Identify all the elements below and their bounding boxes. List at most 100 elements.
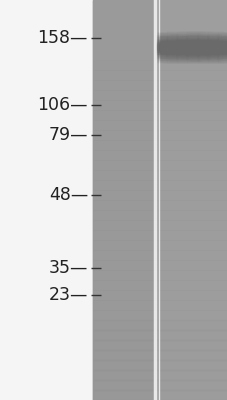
Bar	[187, 60, 188, 61]
Bar	[210, 53, 211, 54]
Bar	[159, 39, 160, 40]
Bar	[191, 36, 192, 37]
Bar	[203, 42, 204, 43]
Bar	[172, 39, 173, 40]
Bar	[189, 47, 190, 48]
Bar	[159, 59, 160, 60]
Bar	[181, 49, 182, 50]
Bar	[213, 49, 214, 50]
Bar	[206, 40, 207, 41]
Bar	[225, 55, 226, 56]
Bar	[186, 43, 187, 44]
Bar	[189, 35, 190, 36]
Bar	[186, 46, 187, 47]
Bar	[217, 47, 218, 48]
Bar	[177, 34, 178, 35]
Bar	[175, 48, 176, 49]
Bar	[161, 61, 162, 62]
Bar	[199, 45, 200, 46]
Bar	[180, 32, 181, 33]
Bar	[220, 41, 221, 42]
Bar	[176, 58, 177, 59]
Bar	[167, 33, 168, 34]
Bar	[199, 37, 200, 38]
Bar	[182, 45, 183, 46]
Bar	[212, 53, 213, 54]
Bar	[197, 49, 198, 50]
Bar	[195, 56, 196, 57]
Bar	[196, 42, 197, 43]
Bar	[211, 38, 212, 39]
Bar	[216, 57, 217, 58]
Bar	[216, 53, 217, 54]
Bar	[159, 42, 160, 43]
Bar	[226, 51, 227, 52]
Bar	[177, 50, 178, 51]
Bar	[190, 53, 191, 54]
Bar	[202, 59, 203, 60]
Bar	[211, 45, 212, 46]
Bar	[178, 57, 179, 58]
Bar	[188, 40, 189, 41]
Bar	[199, 35, 200, 36]
Bar	[217, 35, 218, 36]
Bar	[210, 61, 211, 62]
Bar	[213, 43, 214, 44]
Bar	[180, 51, 181, 52]
Bar	[181, 36, 182, 37]
Bar	[172, 52, 173, 53]
Bar	[157, 58, 158, 59]
Bar	[188, 41, 189, 42]
Bar	[214, 36, 215, 37]
Bar	[212, 47, 213, 48]
Bar	[161, 34, 162, 35]
Bar	[194, 39, 195, 40]
Bar	[202, 60, 203, 61]
Bar	[186, 59, 187, 60]
Bar	[218, 55, 219, 56]
Bar	[196, 35, 197, 36]
Bar	[198, 55, 199, 56]
Bar	[166, 35, 167, 36]
Bar	[164, 45, 165, 46]
Bar	[193, 58, 194, 59]
Bar	[197, 42, 198, 43]
Bar	[225, 40, 226, 41]
Bar	[211, 50, 212, 51]
Bar	[187, 41, 188, 42]
Bar	[220, 62, 221, 63]
Bar	[93, 60, 227, 70]
Bar	[209, 54, 210, 55]
Bar	[200, 51, 201, 52]
Bar	[223, 50, 224, 51]
Bar	[177, 37, 178, 38]
Bar	[221, 57, 222, 58]
Bar	[216, 60, 217, 61]
Bar	[183, 57, 184, 58]
Bar	[220, 59, 221, 60]
Bar	[178, 43, 179, 44]
Bar	[201, 45, 202, 46]
Bar	[200, 32, 201, 33]
Bar	[224, 55, 225, 56]
Bar	[212, 33, 213, 34]
Bar	[171, 55, 172, 56]
Bar	[215, 36, 216, 37]
Bar	[156, 0, 227, 400]
Bar	[166, 47, 167, 48]
Bar	[222, 52, 223, 53]
Bar	[185, 52, 186, 53]
Bar	[225, 59, 226, 60]
Bar	[200, 54, 201, 55]
Bar	[226, 32, 227, 33]
Bar	[93, 270, 227, 280]
Bar	[172, 58, 173, 59]
Bar	[166, 33, 167, 34]
Text: 35—: 35—	[48, 259, 88, 277]
Bar	[195, 55, 196, 56]
Bar	[215, 43, 216, 44]
Bar	[164, 34, 165, 35]
Bar	[177, 36, 178, 37]
Bar	[157, 45, 158, 46]
Bar	[179, 42, 180, 43]
